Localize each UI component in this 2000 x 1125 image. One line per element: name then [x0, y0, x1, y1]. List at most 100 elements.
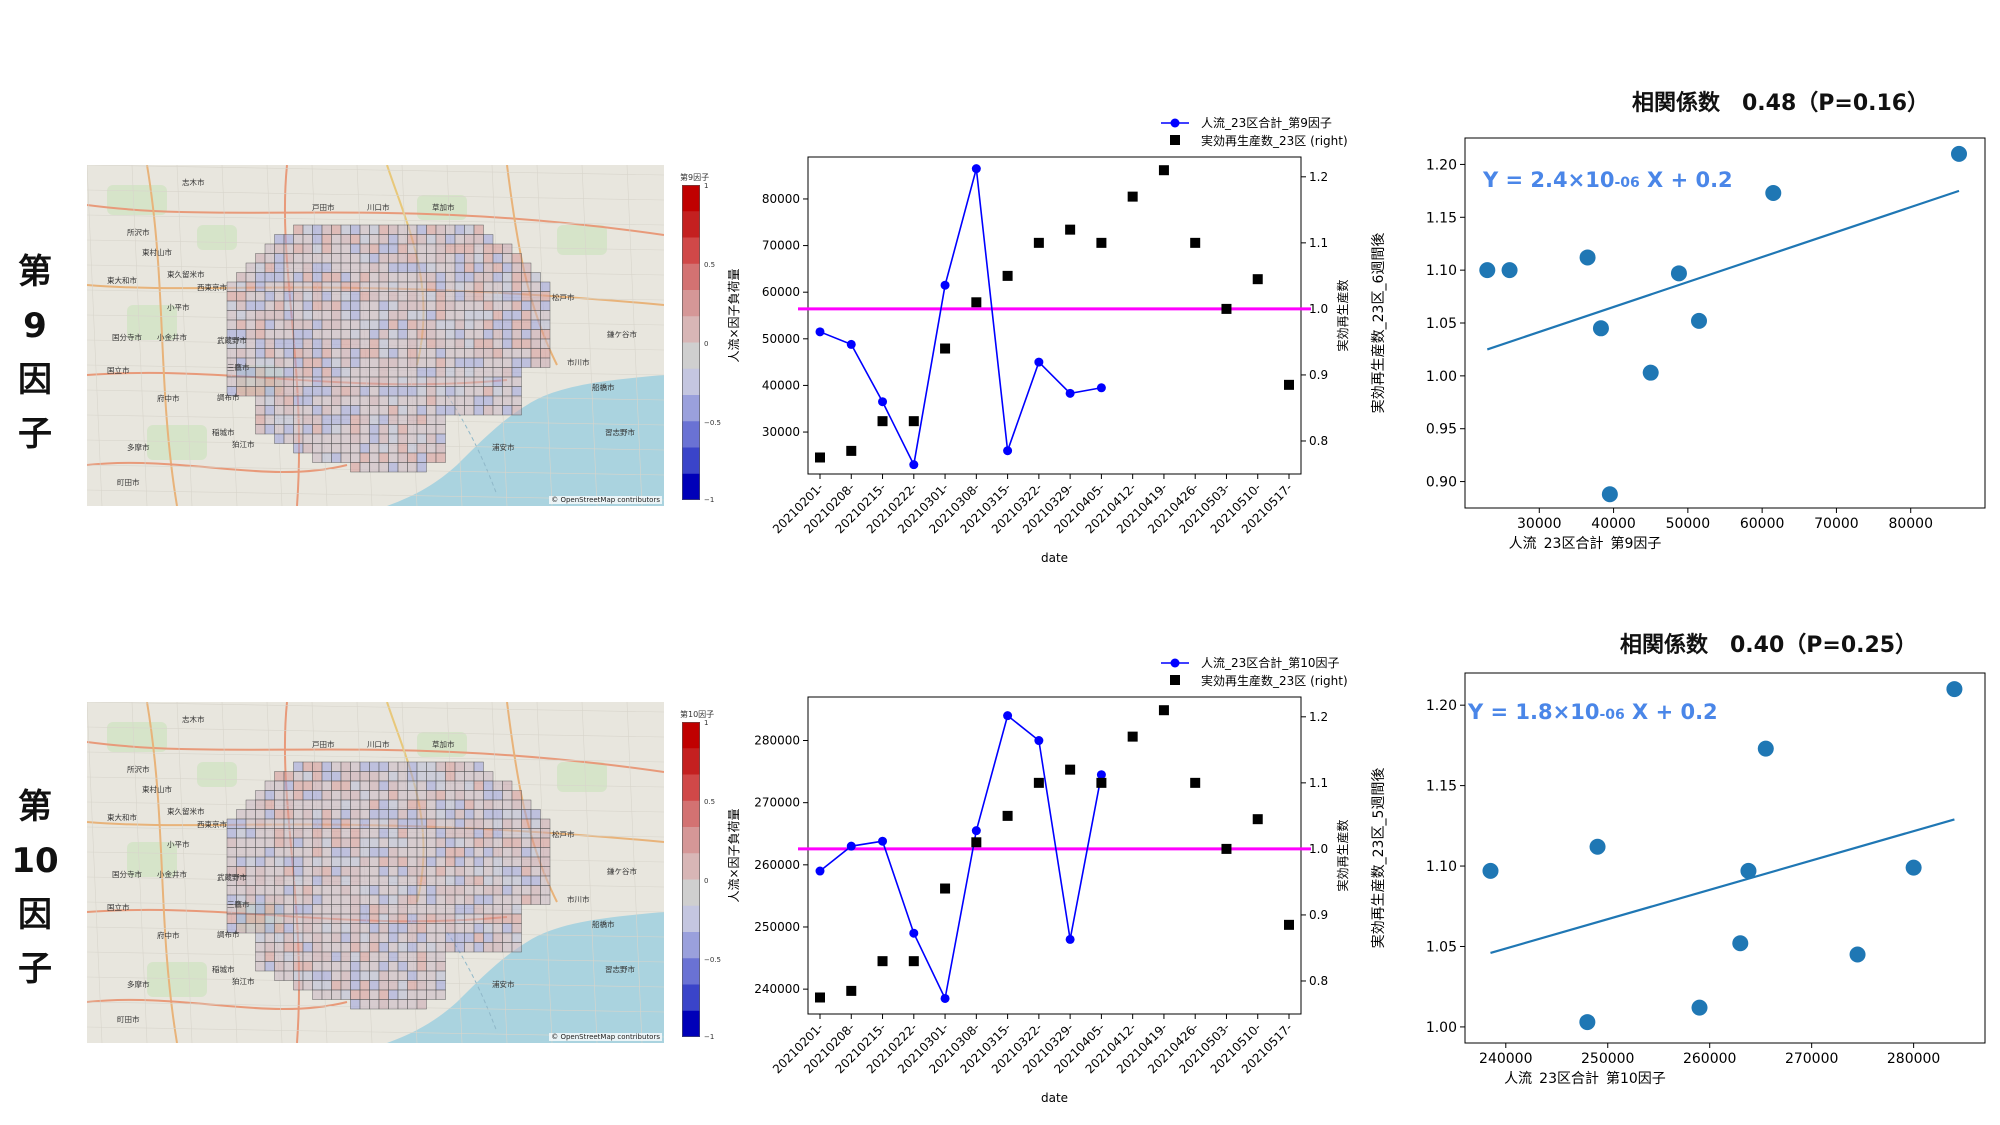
mesh-cell	[511, 281, 522, 292]
mesh-cell	[397, 253, 408, 264]
mesh-cell	[445, 253, 456, 264]
colorbar-gradient	[682, 722, 700, 1038]
mesh-cell	[511, 291, 522, 302]
place-label: 草加市	[432, 202, 455, 212]
mesh-cell	[359, 338, 370, 349]
mesh-cell	[426, 329, 437, 340]
place-label: 町田市	[117, 1014, 140, 1024]
mesh-cell	[350, 367, 361, 378]
mesh-cell	[464, 761, 475, 772]
legend-line-marker	[1170, 658, 1180, 668]
mesh-cell	[369, 780, 380, 791]
y-left-tick-label: 50000	[762, 332, 800, 346]
colorbar-segment	[682, 905, 700, 933]
mesh-cell	[483, 367, 494, 378]
mesh-cell	[350, 376, 361, 387]
mesh-cell	[283, 395, 294, 406]
mesh-cell	[454, 847, 465, 858]
mesh-cell	[245, 837, 256, 848]
mesh-cell	[416, 913, 427, 924]
mesh-cell	[245, 885, 256, 896]
colorbar-segment	[682, 263, 700, 291]
mesh-cell	[397, 224, 408, 235]
mesh-cell	[492, 828, 503, 839]
mesh-cell	[255, 348, 266, 359]
plot-frame	[1464, 137, 1986, 509]
mesh-cell	[340, 348, 351, 359]
place-label: 草加市	[432, 739, 455, 749]
mesh-cell	[502, 818, 513, 829]
mesh-cell	[321, 234, 332, 245]
y-tick-label: 1.00	[1426, 1020, 1457, 1036]
mesh-cell	[473, 386, 484, 397]
mesh-cell	[312, 376, 323, 387]
mesh-cell	[378, 847, 389, 858]
mesh-cell	[369, 405, 380, 416]
mesh-cell	[302, 376, 313, 387]
mesh-cell	[464, 395, 475, 406]
place-label: 鎌ケ谷市	[607, 866, 637, 876]
mesh-cell	[340, 961, 351, 972]
y-tick-label: 1.20	[1426, 698, 1457, 714]
mesh-cell	[340, 913, 351, 924]
mesh-cell	[369, 799, 380, 810]
mesh-cell	[454, 310, 465, 321]
mesh-cell	[492, 348, 503, 359]
mesh-cell	[407, 980, 418, 991]
mesh-cell	[340, 367, 351, 378]
mesh-cell	[340, 224, 351, 235]
mesh-cell	[340, 253, 351, 264]
mesh-cell	[464, 329, 475, 340]
mesh-cell	[483, 272, 494, 283]
road	[87, 998, 348, 1010]
mesh-cell	[454, 942, 465, 953]
mesh-cell	[350, 809, 361, 820]
flow-series-point	[815, 327, 825, 337]
mesh-cell	[331, 262, 342, 273]
mesh-cell	[245, 300, 256, 311]
mesh-cell	[502, 281, 513, 292]
mesh-cell	[464, 942, 475, 953]
park-area	[147, 425, 207, 460]
scatter-point	[1589, 838, 1606, 855]
colorbar-segment	[682, 316, 700, 343]
mesh-cell	[369, 837, 380, 848]
mesh-cell	[359, 837, 370, 848]
mesh-cell	[378, 856, 389, 867]
mesh-cell	[293, 970, 304, 981]
mesh-cell	[378, 875, 389, 886]
mesh-cell	[473, 799, 484, 810]
mesh-cell	[454, 799, 465, 810]
equation-exponent: -06	[1614, 175, 1640, 191]
place-label: 国立市	[107, 902, 130, 912]
mesh-cell	[264, 885, 275, 896]
mesh-cell	[388, 300, 399, 311]
mesh-cell	[302, 818, 313, 829]
mesh-cell	[397, 818, 408, 829]
mesh-cell	[454, 856, 465, 867]
mesh-cell	[274, 424, 285, 435]
mesh-cell	[521, 828, 532, 839]
mesh-cell	[454, 904, 465, 915]
mesh-cell	[435, 856, 446, 867]
mesh-cell	[369, 894, 380, 905]
mesh-cell	[521, 281, 532, 292]
mesh-cell	[388, 942, 399, 953]
mesh-cell	[274, 376, 285, 387]
mesh-cell	[416, 799, 427, 810]
mesh-cell	[397, 310, 408, 321]
mesh-cell	[435, 970, 446, 981]
rt-series-square	[1002, 810, 1013, 821]
mesh-cell	[302, 234, 313, 245]
mesh-cell	[283, 329, 294, 340]
mesh-cell	[369, 818, 380, 829]
mesh-cell	[502, 856, 513, 867]
mesh-cell	[302, 980, 313, 991]
mesh-cell	[283, 424, 294, 435]
mesh-cell	[274, 799, 285, 810]
mesh-cell	[483, 818, 494, 829]
mesh-cell	[302, 424, 313, 435]
mesh-cell	[502, 253, 513, 264]
mesh-cell	[359, 262, 370, 273]
mesh-cell	[435, 262, 446, 273]
